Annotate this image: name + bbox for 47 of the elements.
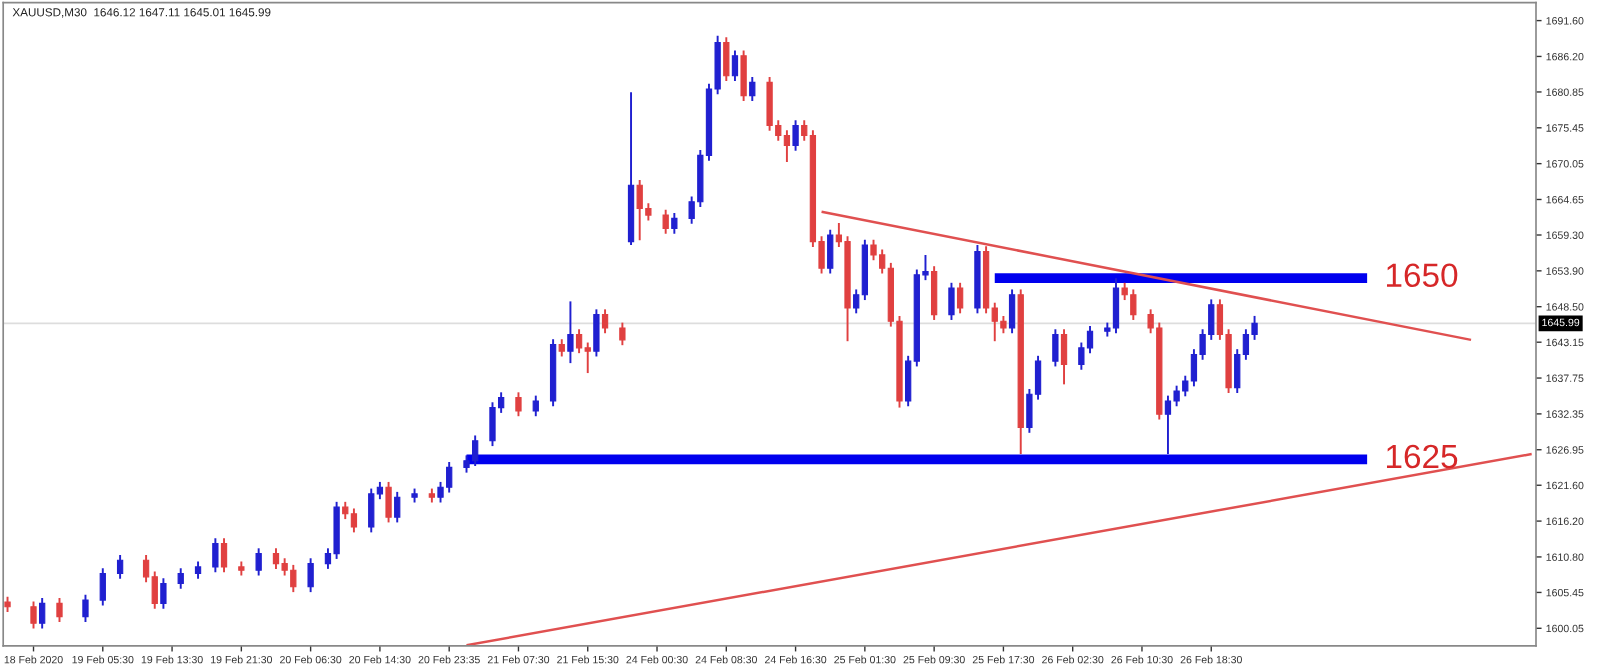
candlestick xyxy=(394,490,401,524)
candlestick xyxy=(99,567,106,607)
candlestick xyxy=(1052,328,1059,368)
candlestick xyxy=(723,36,730,82)
candlestick xyxy=(601,308,609,335)
candlestick xyxy=(255,547,262,577)
candlestick xyxy=(532,394,539,418)
candlestick xyxy=(160,577,167,610)
candlestick xyxy=(870,238,877,262)
candlestick xyxy=(368,487,375,534)
candlestick xyxy=(307,557,314,594)
candlestick xyxy=(30,600,37,630)
candlestick xyxy=(489,401,496,448)
candlestick xyxy=(212,537,219,574)
candlestick xyxy=(82,593,89,623)
candlestick xyxy=(116,553,124,580)
candlestick xyxy=(39,597,46,630)
candlestick xyxy=(740,49,747,102)
candlestick xyxy=(662,208,669,235)
candlestick xyxy=(593,308,600,358)
candlestick xyxy=(792,119,799,152)
candlestick xyxy=(584,341,591,375)
candlestick xyxy=(1008,288,1016,335)
candlestick xyxy=(731,49,739,82)
candlestick xyxy=(930,265,938,321)
candlestick xyxy=(1060,328,1068,386)
candlestick xyxy=(948,281,955,321)
candlestick xyxy=(220,537,228,574)
candlestick xyxy=(385,480,392,524)
candlestick xyxy=(567,300,574,365)
candlestick xyxy=(575,328,583,355)
candlestick xyxy=(827,228,834,275)
candlestick xyxy=(177,567,184,590)
candlestick xyxy=(333,500,340,560)
candlestick xyxy=(749,76,756,102)
annotation: 1650 xyxy=(1386,263,1458,288)
candlestick xyxy=(1112,277,1120,335)
candlestick xyxy=(1164,394,1172,456)
candlestick xyxy=(515,391,522,418)
candlestick xyxy=(272,547,280,570)
candlestick xyxy=(956,281,964,315)
candlestick xyxy=(350,507,358,534)
candlestick xyxy=(619,321,626,347)
candlestick xyxy=(671,212,678,235)
annotation: 1625 xyxy=(1386,444,1458,469)
candlestick xyxy=(783,129,791,163)
candlestick xyxy=(56,597,63,623)
